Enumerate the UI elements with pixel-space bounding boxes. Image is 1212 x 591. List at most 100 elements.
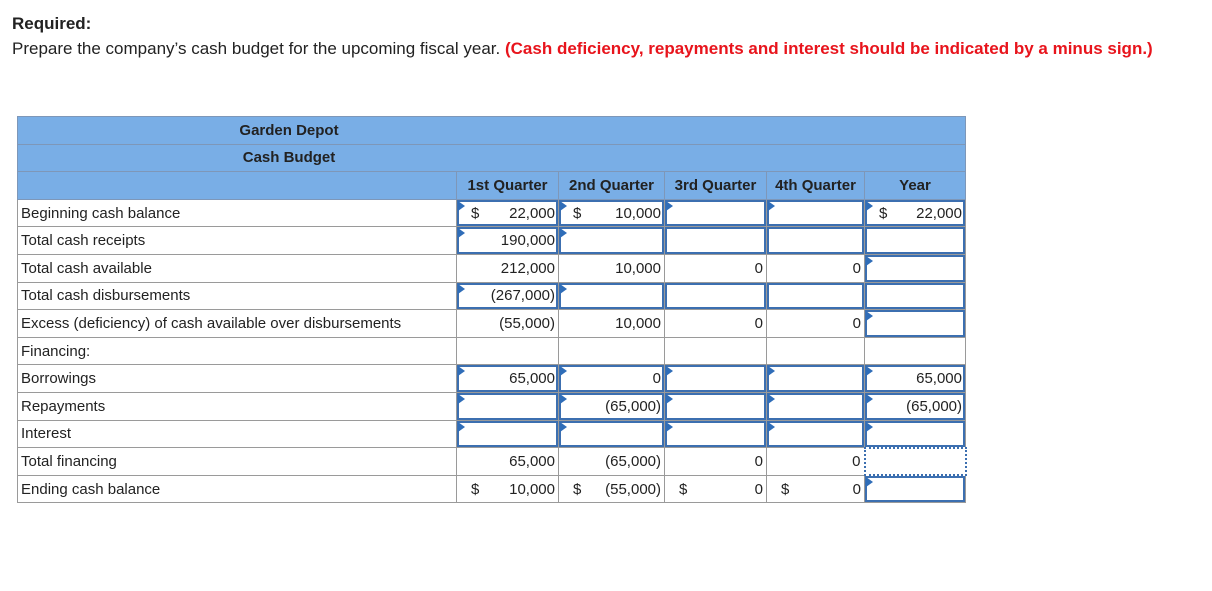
input-flag-icon bbox=[866, 477, 873, 488]
currency-symbol: $ bbox=[573, 480, 582, 498]
instruction-main: Prepare the company’s cash budget for th… bbox=[12, 39, 501, 58]
instruction-text: Prepare the company’s cash budget for th… bbox=[12, 37, 1202, 61]
amount-value: (267,000) bbox=[490, 287, 555, 305]
amount-value: 0 bbox=[652, 370, 661, 388]
amount-cell: $0 bbox=[766, 474, 865, 504]
budget-row: Interest bbox=[17, 419, 966, 449]
input-flag-icon bbox=[560, 393, 567, 404]
amount-value: 10,000 bbox=[615, 259, 661, 277]
amount-input-cell[interactable] bbox=[558, 281, 665, 311]
amount-input-cell[interactable] bbox=[864, 474, 966, 504]
amount-input-cell[interactable] bbox=[664, 419, 767, 449]
budget-title: Cash Budget bbox=[242, 149, 336, 167]
company-header-cell: Garden Depot bbox=[17, 116, 966, 145]
row-label: Ending cash balance bbox=[17, 474, 457, 504]
amount-input-cell[interactable] bbox=[864, 281, 966, 311]
input-flag-icon bbox=[560, 200, 567, 211]
amount-cell: 0 bbox=[664, 253, 767, 283]
amount-input-cell[interactable]: 0 bbox=[558, 364, 665, 393]
amount-input-cell[interactable] bbox=[864, 309, 966, 338]
column-header-1: 1st Quarter bbox=[456, 171, 559, 200]
amount-value: 22,000 bbox=[509, 204, 555, 222]
amount-input-cell[interactable]: 190,000 bbox=[456, 226, 559, 255]
amount-input-cell[interactable]: (65,000) bbox=[558, 391, 665, 421]
input-flag-icon bbox=[458, 283, 465, 294]
amount-value: 65,000 bbox=[916, 370, 962, 388]
input-flag-icon bbox=[560, 421, 567, 432]
amount-cell: 65,000 bbox=[456, 447, 559, 476]
amount-input-cell[interactable] bbox=[864, 226, 966, 255]
amount-value: (55,000) bbox=[499, 314, 555, 332]
amount-value: 0 bbox=[852, 480, 861, 498]
amount-cell bbox=[558, 336, 665, 366]
input-flag-icon bbox=[458, 200, 465, 211]
amount-value: 10,000 bbox=[615, 204, 661, 222]
amount-value: (65,000) bbox=[906, 397, 962, 415]
amount-input-cell[interactable] bbox=[558, 419, 665, 449]
budget-row: Repayments (65,000) (65,000) bbox=[17, 391, 966, 421]
amount-input-cell[interactable] bbox=[864, 253, 966, 283]
amount-input-cell[interactable]: $22,000 bbox=[864, 198, 966, 228]
row-label: Total cash receipts bbox=[17, 226, 457, 255]
row-label: Excess (deficiency) of cash available ov… bbox=[17, 309, 457, 338]
amount-input-cell[interactable]: $10,000 bbox=[558, 198, 665, 228]
row-label: Financing: bbox=[17, 336, 457, 366]
column-header-4: 4th Quarter bbox=[766, 171, 865, 200]
input-flag-icon bbox=[666, 421, 673, 432]
amount-cell: 0 bbox=[766, 253, 865, 283]
required-heading: Required: bbox=[12, 14, 92, 33]
amount-input-cell[interactable]: (65,000) bbox=[864, 391, 966, 421]
amount-value: 65,000 bbox=[509, 452, 555, 470]
amount-value: 22,000 bbox=[916, 204, 962, 222]
currency-symbol: $ bbox=[573, 204, 582, 222]
amount-input-cell[interactable] bbox=[558, 226, 665, 255]
amount-cell: 212,000 bbox=[456, 253, 559, 283]
input-flag-icon bbox=[666, 393, 673, 404]
currency-symbol: $ bbox=[471, 204, 480, 222]
row-label: Total financing bbox=[17, 447, 457, 476]
input-flag-icon bbox=[866, 200, 873, 211]
amount-cell: 10,000 bbox=[558, 253, 665, 283]
row-label: Interest bbox=[17, 419, 457, 449]
input-flag-icon bbox=[866, 311, 873, 322]
amount-value: 0 bbox=[754, 480, 763, 498]
budget-row: Financing: bbox=[17, 336, 966, 366]
amount-cell: $10,000 bbox=[456, 474, 559, 504]
amount-cell: 0 bbox=[766, 447, 865, 476]
amount-input-cell[interactable] bbox=[766, 226, 865, 255]
currency-symbol: $ bbox=[471, 480, 480, 498]
amount-cell: (55,000) bbox=[456, 309, 559, 338]
column-header-2: 2nd Quarter bbox=[558, 171, 665, 200]
row-label: Beginning cash balance bbox=[17, 198, 457, 228]
amount-input-cell[interactable] bbox=[766, 364, 865, 393]
amount-input-cell[interactable] bbox=[456, 391, 559, 421]
row-label: Total cash disbursements bbox=[17, 281, 457, 311]
input-flag-icon bbox=[768, 366, 775, 377]
currency-symbol: $ bbox=[679, 480, 688, 498]
amount-cell[interactable] bbox=[863, 446, 967, 477]
amount-input-cell[interactable] bbox=[664, 391, 767, 421]
amount-input-cell[interactable] bbox=[766, 419, 865, 449]
input-flag-icon bbox=[866, 421, 873, 432]
amount-input-cell[interactable] bbox=[864, 419, 966, 449]
input-flag-icon bbox=[458, 228, 465, 239]
amount-value: 10,000 bbox=[615, 314, 661, 332]
amount-input-cell[interactable] bbox=[664, 226, 767, 255]
amount-input-cell[interactable] bbox=[766, 198, 865, 228]
amount-value: 0 bbox=[754, 314, 763, 332]
amount-input-cell[interactable] bbox=[766, 281, 865, 311]
amount-input-cell[interactable] bbox=[664, 281, 767, 311]
amount-input-cell[interactable]: 65,000 bbox=[864, 364, 966, 393]
amount-value: 0 bbox=[754, 259, 763, 277]
amount-cell: 0 bbox=[766, 309, 865, 338]
amount-input-cell[interactable] bbox=[456, 419, 559, 449]
amount-value: 0 bbox=[852, 452, 861, 470]
amount-input-cell[interactable] bbox=[664, 198, 767, 228]
amount-input-cell[interactable]: $22,000 bbox=[456, 198, 559, 228]
input-flag-icon bbox=[866, 255, 873, 266]
amount-input-cell[interactable] bbox=[664, 364, 767, 393]
budget-row: Total cash disbursements (267,000) bbox=[17, 281, 966, 311]
amount-input-cell[interactable] bbox=[766, 391, 865, 421]
amount-input-cell[interactable]: 65,000 bbox=[456, 364, 559, 393]
amount-input-cell[interactable]: (267,000) bbox=[456, 281, 559, 311]
